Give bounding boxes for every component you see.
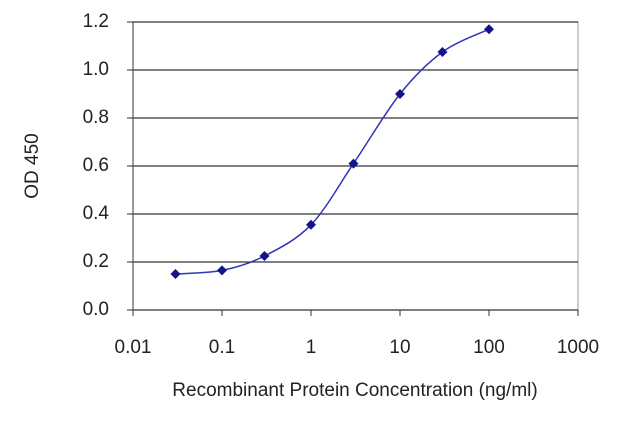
x-axis-label: Recombinant Protein Concentration (ng/ml…	[172, 380, 537, 401]
y-tick-label: 0.2	[83, 251, 109, 272]
y-axis-label: OD 450	[22, 133, 43, 198]
data-point	[348, 158, 359, 169]
y-tick-label: 1.2	[83, 11, 109, 32]
x-tick-label: 1000	[557, 337, 599, 358]
y-tick-label: 0.8	[83, 107, 109, 128]
data-point	[259, 251, 270, 261]
x-tick-label: 0.01	[115, 337, 152, 358]
x-tick-label: 100	[473, 337, 505, 358]
data-line	[175, 28, 490, 275]
data-point	[437, 47, 448, 57]
x-tick-label: 10	[389, 337, 410, 358]
x-tick-label: 0.1	[209, 337, 235, 358]
y-tick-label: 0.6	[83, 155, 109, 176]
data-point	[170, 269, 181, 279]
data-point	[484, 24, 494, 35]
data-point	[395, 89, 405, 99]
y-tick-label: 1.0	[83, 59, 109, 80]
y-tick-label: 0.4	[83, 203, 110, 224]
y-tick-label: 0.0	[83, 299, 109, 320]
data-point	[217, 265, 227, 276]
data-point	[306, 219, 316, 230]
x-tick-label: 1	[306, 337, 317, 358]
